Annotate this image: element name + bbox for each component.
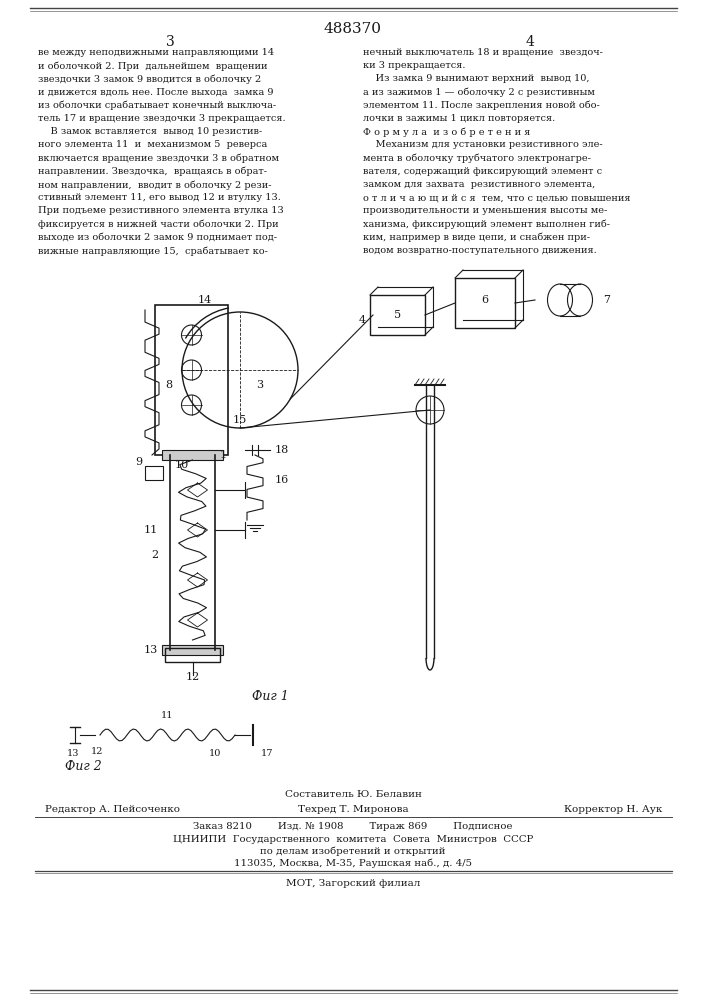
Text: ве между неподвижными направляющими 14: ве между неподвижными направляющими 14	[38, 48, 274, 57]
Text: о т л и ч а ю щ и й с я  тем, что с целью повышения: о т л и ч а ю щ и й с я тем, что с целью…	[363, 193, 631, 202]
Text: МОТ, Загорский филиал: МОТ, Загорский филиал	[286, 879, 420, 888]
Text: 18: 18	[275, 445, 289, 455]
Text: мента в оболочку трубчатого электронагре-: мента в оболочку трубчатого электронагре…	[363, 154, 591, 163]
Text: направлении. Звездочка,  вращаясь в обрат-: направлении. Звездочка, вращаясь в обрат…	[38, 167, 267, 176]
Text: Составитель Ю. Белавин: Составитель Ю. Белавин	[284, 790, 421, 799]
Text: производительности и уменьшения высоты ме-: производительности и уменьшения высоты м…	[363, 206, 607, 215]
Text: Редактор А. Пейсоченко: Редактор А. Пейсоченко	[45, 805, 180, 814]
Text: 17: 17	[261, 749, 274, 758]
Text: 6: 6	[481, 295, 489, 305]
Text: а из зажимов 1 — оболочку 2 с резистивным: а из зажимов 1 — оболочку 2 с резистивны…	[363, 88, 595, 97]
Text: 488370: 488370	[324, 22, 382, 36]
Text: 14: 14	[198, 295, 212, 305]
Text: Механизм для установки резистивного эле-: Механизм для установки резистивного эле-	[363, 140, 602, 149]
Text: 13: 13	[144, 645, 158, 655]
Text: 10: 10	[175, 460, 189, 470]
Text: 3: 3	[165, 35, 175, 49]
Text: элементом 11. После закрепления новой обо-: элементом 11. После закрепления новой об…	[363, 101, 600, 110]
Text: 12: 12	[185, 672, 199, 682]
Text: 5: 5	[394, 310, 401, 320]
Text: водом возвратно-поступательного движения.: водом возвратно-поступательного движения…	[363, 246, 597, 255]
Text: звездочки 3 замок 9 вводится в оболочку 2: звездочки 3 замок 9 вводится в оболочку …	[38, 74, 262, 84]
Text: вижные направляющие 15,  срабатывает ко-: вижные направляющие 15, срабатывает ко-	[38, 246, 268, 255]
Text: Ф о р м у л а  и з о б р е т е н и я: Ф о р м у л а и з о б р е т е н и я	[363, 127, 530, 137]
Bar	[165, 648, 220, 662]
Text: 1: 1	[220, 450, 227, 460]
Text: Техред Т. Миронова: Техред Т. Миронова	[298, 805, 409, 814]
Text: Заказ 8210        Изд. № 1908        Тираж 869        Подписное: Заказ 8210 Изд. № 1908 Тираж 869 Подписн…	[193, 822, 513, 831]
Text: 9: 9	[135, 457, 142, 467]
Bar	[145, 466, 163, 480]
Text: из оболочки срабатывает конечный выключа-: из оболочки срабатывает конечный выключа…	[38, 101, 276, 110]
Text: 11: 11	[144, 525, 158, 535]
Text: 13: 13	[66, 749, 79, 758]
Text: нечный выключатель 18 и вращение  звездоч-: нечный выключатель 18 и вращение звездоч…	[363, 48, 603, 57]
Text: При подъеме резистивного элемента втулка 13: При подъеме резистивного элемента втулка…	[38, 206, 284, 215]
Text: замком для захвата  резистивного элемента,: замком для захвата резистивного элемента…	[363, 180, 595, 189]
Text: ким, например в виде цепи, и снабжен при-: ким, например в виде цепи, и снабжен при…	[363, 233, 590, 242]
Bar	[155, 305, 228, 455]
Text: 3: 3	[257, 380, 264, 390]
Text: Из замка 9 вынимают верхний  вывод 10,: Из замка 9 вынимают верхний вывод 10,	[363, 74, 590, 83]
Text: ки 3 прекращается.: ки 3 прекращается.	[363, 61, 465, 70]
Text: В замок вставляется  вывод 10 резистив-: В замок вставляется вывод 10 резистив-	[38, 127, 262, 136]
Text: Фиг 2: Фиг 2	[65, 760, 102, 773]
Text: ного элемента 11  и  механизмом 5  реверса: ного элемента 11 и механизмом 5 реверса	[38, 140, 267, 149]
Text: 4: 4	[525, 35, 534, 49]
Text: 16: 16	[275, 475, 289, 485]
Text: 15: 15	[233, 415, 247, 425]
Text: 4: 4	[358, 315, 366, 325]
Text: фиксируется в нижней части оболочки 2. При: фиксируется в нижней части оболочки 2. П…	[38, 220, 279, 229]
Text: Фиг 1: Фиг 1	[252, 690, 288, 703]
Text: 12: 12	[90, 747, 103, 756]
Text: ханизма, фиксирующий элемент выполнен гиб-: ханизма, фиксирующий элемент выполнен ги…	[363, 220, 610, 229]
Text: 11: 11	[161, 711, 174, 720]
Text: выходе из оболочки 2 замок 9 поднимает под-: выходе из оболочки 2 замок 9 поднимает п…	[38, 233, 277, 242]
Text: 2: 2	[151, 550, 158, 560]
Text: включается вращение звездочки 3 в обратном: включается вращение звездочки 3 в обратн…	[38, 154, 279, 163]
Bar	[162, 450, 223, 460]
Text: 8: 8	[165, 380, 172, 390]
Text: 7: 7	[603, 295, 610, 305]
Text: тель 17 и вращение звездочки 3 прекращается.: тель 17 и вращение звездочки 3 прекращае…	[38, 114, 286, 123]
Text: вателя, содержащий фиксирующий элемент с: вателя, содержащий фиксирующий элемент с	[363, 167, 602, 176]
Text: и оболочкой 2. При  дальнейшем  вращении: и оболочкой 2. При дальнейшем вращении	[38, 61, 267, 71]
Text: стивный элемент 11, его вывод 12 и втулку 13.: стивный элемент 11, его вывод 12 и втулк…	[38, 193, 281, 202]
Text: и движется вдоль нее. После выхода  замка 9: и движется вдоль нее. После выхода замка…	[38, 88, 274, 97]
Text: 10: 10	[209, 749, 221, 758]
Text: Корректор Н. Аук: Корректор Н. Аук	[563, 805, 662, 814]
Text: лочки в зажимы 1 цикл повторяется.: лочки в зажимы 1 цикл повторяется.	[363, 114, 555, 123]
Bar	[370, 295, 425, 335]
Text: ном направлении,  вводит в оболочку 2 рези-: ном направлении, вводит в оболочку 2 рез…	[38, 180, 271, 190]
Text: по делам изобретений и открытий: по делам изобретений и открытий	[260, 847, 445, 856]
Text: ЦНИИПИ  Государственного  комитета  Совета  Министров  СССР: ЦНИИПИ Государственного комитета Совета …	[173, 835, 533, 844]
Bar	[455, 278, 515, 328]
Bar	[162, 645, 223, 655]
Text: 113035, Москва, М-35, Раушская наб., д. 4/5: 113035, Москва, М-35, Раушская наб., д. …	[234, 859, 472, 868]
